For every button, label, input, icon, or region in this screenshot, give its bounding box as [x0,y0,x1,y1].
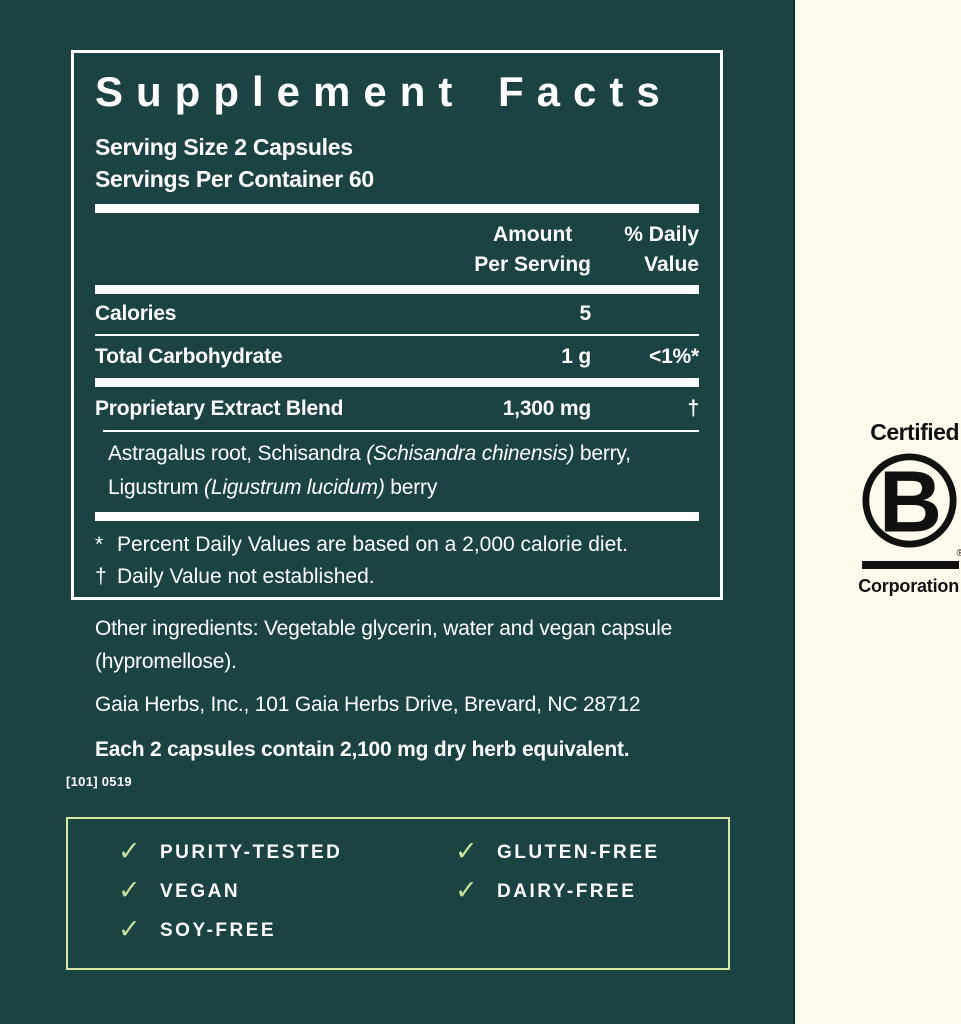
checkmark-icon: ✓ [455,835,478,866]
table-row-proprietary-blend: Proprietary Extract Blend 1,300 mg † [95,387,699,430]
dry-herb-equivalence: Each 2 capsules contain 2,100 mg dry her… [95,738,630,761]
checkmark-icon: ✓ [118,874,141,905]
divider-bar [95,378,699,387]
badge-purity-tested: ✓ PURITY-TESTED [118,835,343,866]
footnotes: * Percent Daily Values are based on a 2,… [95,521,699,593]
blend-line-1: Astragalus root, Schisandra (Schisandra … [108,442,631,465]
nutrient-amount: 1 g [561,345,591,368]
dagger-symbol: † [95,565,107,588]
divider-bar [95,204,699,213]
checkmark-icon: ✓ [455,874,478,905]
checkmark-icon: ✓ [118,913,141,944]
divider-bar [95,512,699,521]
checkmark-icon: ✓ [118,835,141,866]
nutrient-dv: <1%* [649,345,699,368]
badge-gluten-free: ✓ GLUTEN-FREE [455,835,660,866]
badges-column-2: ✓ GLUTEN-FREE ✓ DAIRY-FREE [455,835,660,968]
footnote-daily-values: * Percent Daily Values are based on a 2,… [95,529,699,561]
badge-soy-free: ✓ SOY-FREE [118,913,277,944]
manufacturer-address: Gaia Herbs, Inc., 101 Gaia Herbs Drive, … [95,693,641,716]
divider-bar [95,285,699,294]
nutrient-name: Total Carbohydrate [95,345,283,368]
daily-value-column-header: % Daily Value [624,223,699,276]
badge-vegan: ✓ VEGAN [118,874,241,905]
lot-code: [101] 0519 [66,774,132,789]
supplement-facts-panel: Supplement Facts Serving Size 2 Capsules… [71,50,723,600]
footnote-dv-not-established: † Daily Value not established. [95,561,699,593]
asterisk-symbol: * [95,533,104,556]
b-corp-certification: Certified B ® Corporation [851,419,961,597]
badge-dairy-free: ✓ DAIRY-FREE [455,874,637,905]
nutrient-name: Proprietary Extract Blend [95,396,344,420]
nutrient-amount: 5 [579,302,592,325]
side-strip [793,0,961,1024]
badges-column-1: ✓ PURITY-TESTED ✓ VEGAN ✓ SOY-FREE [118,835,455,968]
servings-per-container: Servings Per Container 60 [95,166,374,192]
quality-badges-box: ✓ PURITY-TESTED ✓ VEGAN ✓ SOY-FREE ✓ GLU… [66,817,730,970]
registered-trademark-symbol: ® [956,548,961,560]
table-row-total-carbohydrate: Total Carbohydrate 1 g <1%* [95,336,699,378]
b-corp-logo-icon: B [862,453,957,549]
serving-info: Serving Size 2 Capsules Servings Per Con… [95,131,699,195]
nutrient-dv: † [687,396,700,420]
corporation-label: Corporation [858,576,959,597]
divider-line [103,430,699,432]
table-row-calories: Calories 5 [95,294,699,334]
amount-column-header: Amount Per Serving [474,223,591,276]
serving-size: Serving Size 2 Capsules [95,134,353,160]
nutrient-amount: 1,300 mg [502,396,591,420]
logo-underline-bar: ® [862,548,961,570]
additional-info: Other ingredients: Vegetable glycerin, w… [95,612,707,766]
blend-ingredients: Astragalus root, Schisandra (Schisandra … [95,432,699,512]
column-headers: Amount Per Serving % Daily Value [95,213,699,285]
other-ingredients: Other ingredients: Vegetable glycerin, w… [95,617,673,673]
nutrient-name: Calories [95,302,177,325]
certified-label: Certified [870,419,959,445]
svg-text:B: B [879,453,942,549]
panel-title: Supplement Facts [95,68,673,115]
blend-line-2: Ligustrum (Ligustrum lucidum) berry [108,476,438,499]
divider-line [95,334,699,336]
